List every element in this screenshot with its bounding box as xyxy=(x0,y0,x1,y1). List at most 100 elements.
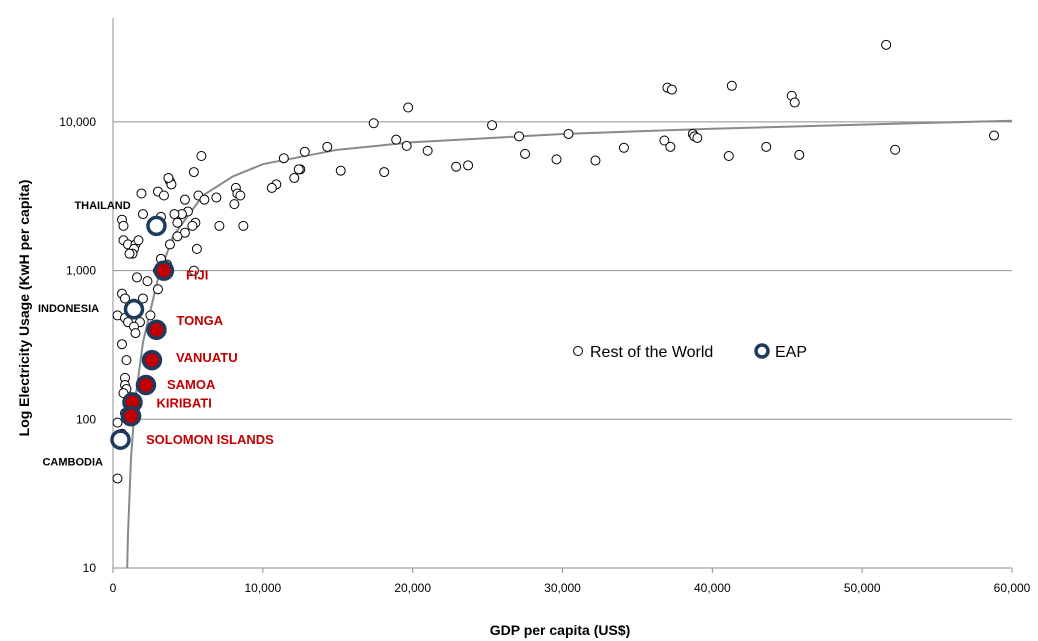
rest-of-world-point xyxy=(335,165,346,176)
rest-of-world-point xyxy=(881,39,892,50)
rest-of-world-point xyxy=(133,235,144,246)
rest-of-world-point xyxy=(124,248,135,259)
rest-of-world-point xyxy=(158,190,169,201)
eap-label-vanuatu: VANUATU xyxy=(176,350,238,365)
rest-of-world-point xyxy=(112,473,123,484)
y-tick-label: 100 xyxy=(76,412,96,426)
rest-of-world-point xyxy=(137,293,148,304)
rest-of-world-point xyxy=(391,134,402,145)
rest-of-world-point xyxy=(379,167,390,178)
rest-of-world-point xyxy=(487,120,498,131)
rest-of-world-point xyxy=(723,151,734,162)
rest-of-world-point xyxy=(172,217,183,228)
x-tick-label: 50,000 xyxy=(844,581,881,595)
rest-of-world-point xyxy=(590,155,601,166)
rest-of-world-point xyxy=(116,339,127,350)
rest-of-world-point xyxy=(164,239,175,250)
y-tick-label: 10 xyxy=(83,561,97,575)
y-tick-label: 1,000 xyxy=(66,264,96,278)
rest-of-world-point xyxy=(112,417,123,428)
x-tick-label: 0 xyxy=(110,581,117,595)
legend-marker-eap xyxy=(754,343,770,359)
eap-label-thailand: THAILAND xyxy=(74,200,130,212)
rest-of-world-point xyxy=(136,188,147,199)
x-tick-labels: 0 10,000 20,000 30,000 40,000 50,000 60,000 xyxy=(110,581,1031,595)
rest-of-world-point xyxy=(199,194,210,205)
rest-of-world-point xyxy=(989,130,1000,141)
rest-of-world-point xyxy=(278,153,289,164)
rest-of-world-point xyxy=(514,131,525,142)
rest-of-world-point xyxy=(289,172,300,183)
rest-of-world-point xyxy=(563,128,574,139)
eap-point-labels: THAILAND INDONESIA FIJI TONGA VANUATU SAMOA KI… xyxy=(38,200,274,469)
eap-label-tonga: TONGA xyxy=(176,313,223,328)
rest-of-world-point xyxy=(520,148,531,159)
rest-of-world-point xyxy=(214,220,225,231)
eap-point-tonga xyxy=(146,319,167,341)
x-tick-label: 60,000 xyxy=(994,581,1031,595)
rest-of-world-point xyxy=(118,220,129,231)
rest-of-world-point xyxy=(890,144,901,155)
rest-of-world-point xyxy=(463,160,474,171)
x-tick-label: 40,000 xyxy=(694,581,731,595)
legend-marker-rest-of-world xyxy=(573,346,583,356)
rest-of-world-point xyxy=(188,167,199,178)
rest-of-world-point xyxy=(188,265,199,276)
gridlines xyxy=(113,121,1012,420)
rest-of-world-point xyxy=(137,209,148,220)
rest-of-world-point xyxy=(551,154,562,165)
rest-of-world-point xyxy=(726,80,737,91)
eap-point-samoa xyxy=(135,374,157,396)
eap-label-solomon-islands: SOLOMON ISLANDS xyxy=(146,432,274,447)
eap-point-vanuatu xyxy=(141,349,163,371)
eap-label-cambodia: CAMBODIA xyxy=(42,457,103,469)
y-tick-label: 10,000 xyxy=(59,115,96,129)
rest-of-world-point xyxy=(293,164,304,175)
eap-point-cambodia xyxy=(110,429,131,450)
rest-of-world-point xyxy=(196,151,207,162)
x-tick-label: 30,000 xyxy=(544,581,581,595)
rest-of-world-point xyxy=(191,243,202,254)
rest-of-world-point xyxy=(152,284,163,295)
eap-label-indonesia: INDONESIA xyxy=(38,303,99,315)
rest-of-world-point xyxy=(794,149,805,160)
y-axis-title: Log Electricity Usage (KwH per capita) xyxy=(16,180,32,437)
rest-of-world-point xyxy=(618,142,629,153)
rest-of-world-point xyxy=(179,194,190,205)
rest-of-world-point xyxy=(692,132,703,143)
legend-label-rest-of-world: Rest of the World xyxy=(590,344,713,361)
rest-of-world-point xyxy=(761,141,772,152)
legend: Rest of the World EAP xyxy=(573,343,807,361)
rest-of-world-point xyxy=(659,135,670,146)
rest-of-world-point xyxy=(403,102,414,113)
x-tick-label: 10,000 xyxy=(244,581,281,595)
rest-of-world-point xyxy=(401,140,412,151)
rest-of-world-point xyxy=(169,209,180,220)
rest-of-world-point xyxy=(266,182,277,193)
eap-point-solomon-islands xyxy=(120,405,142,427)
y-tick-labels: 10 100 1,000 10,000 xyxy=(59,115,96,575)
axes xyxy=(112,18,1013,573)
rest-of-world-point xyxy=(119,293,130,304)
rest-of-world-point xyxy=(368,118,379,129)
eap-points xyxy=(110,215,175,450)
rest-of-world-points xyxy=(112,39,1000,484)
rest-of-world-point xyxy=(666,84,677,95)
rest-of-world-point xyxy=(322,141,333,152)
rest-of-world-point xyxy=(451,161,462,172)
rest-of-world-point xyxy=(235,190,246,201)
rest-of-world-point xyxy=(187,220,198,231)
x-axis-title: GDP per capita (US$) xyxy=(490,622,631,638)
rest-of-world-point xyxy=(238,220,249,231)
eap-point-fiji xyxy=(153,260,175,281)
eap-point-thailand xyxy=(146,215,167,237)
eap-label-kiribati: KIRIBATI xyxy=(156,395,211,410)
rest-of-world-point xyxy=(665,141,676,152)
rest-of-world-point xyxy=(142,276,153,287)
eap-label-samoa: SAMOA xyxy=(167,377,216,392)
rest-of-world-point xyxy=(422,145,433,156)
rest-of-world-point xyxy=(121,355,132,366)
rest-of-world-point xyxy=(229,199,240,210)
trendline xyxy=(126,119,1013,569)
